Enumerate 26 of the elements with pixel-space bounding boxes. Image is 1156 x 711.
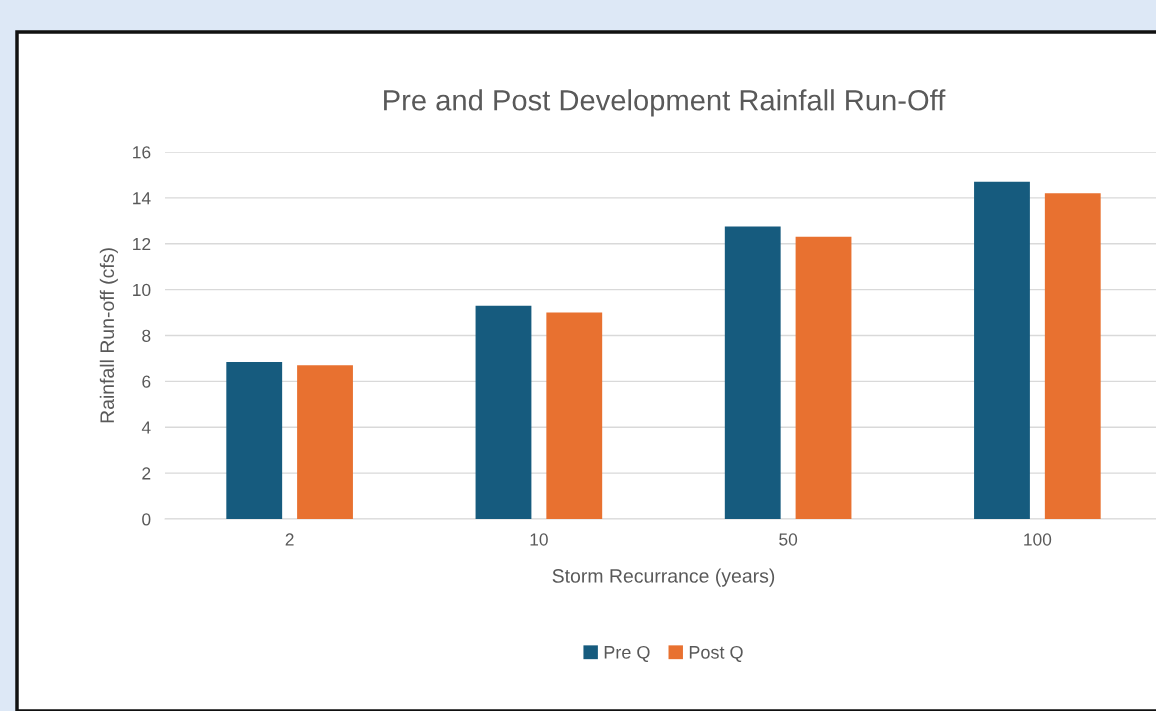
x-tick-label: 50 xyxy=(779,533,798,546)
chart-title: Pre and Post Development Rainfall Run-Off xyxy=(384,89,946,117)
bar xyxy=(1044,193,1101,519)
x-axis-title: Storm Recurrance (years) xyxy=(552,568,775,587)
y-tick-label: 0 xyxy=(142,513,151,526)
bar xyxy=(546,312,603,519)
y-tick-label: 8 xyxy=(142,329,151,342)
y-tick-label: 6 xyxy=(142,375,151,388)
bar xyxy=(297,365,353,519)
legend-label: Pre Q xyxy=(604,645,650,662)
y-axis-title: Rainfall Run-off (cfs) xyxy=(99,248,118,423)
bar xyxy=(475,305,532,519)
y-tick-label: 10 xyxy=(133,283,151,297)
bar xyxy=(724,226,781,519)
x-tick-label: 2 xyxy=(285,533,294,546)
bar xyxy=(974,181,1030,519)
x-tick-label: 100 xyxy=(1024,533,1052,546)
y-tick-label: 16 xyxy=(133,146,151,159)
bar xyxy=(226,361,283,519)
y-tick-label: 4 xyxy=(141,421,151,434)
legend-label: Post Q xyxy=(689,645,743,662)
y-tick-label: 12 xyxy=(133,237,151,251)
y-tick-label: 2 xyxy=(142,467,151,480)
bar xyxy=(795,236,852,519)
x-tick-label: 10 xyxy=(530,533,548,546)
y-tick-label: 14 xyxy=(133,192,151,205)
